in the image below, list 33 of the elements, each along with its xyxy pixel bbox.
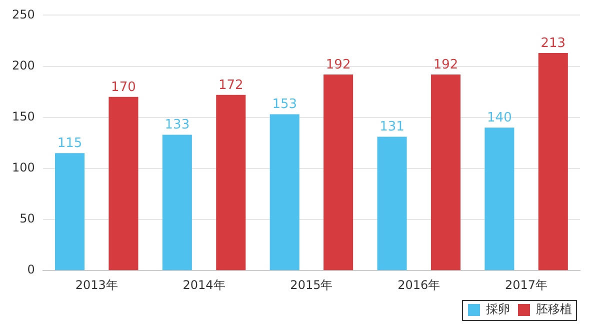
y-tick-label: 0	[27, 262, 35, 277]
data-label: 131	[380, 120, 404, 135]
bar	[162, 134, 192, 270]
x-tick-label: 2014年	[182, 278, 226, 292]
bar	[54, 153, 85, 270]
bar	[108, 96, 138, 270]
bar	[216, 94, 246, 270]
x-tick-label: 2015年	[290, 278, 333, 292]
y-tick-label: 150	[12, 109, 35, 124]
x-tick-label: 2017年	[505, 278, 548, 292]
bar	[270, 114, 300, 270]
data-label: 192	[326, 57, 351, 72]
x-tick-label: 2016年	[398, 278, 440, 292]
data-label: 133	[164, 118, 190, 133]
bar	[430, 74, 460, 270]
data-label: 153	[272, 97, 298, 112]
data-label: 192	[433, 57, 458, 72]
data-label: 115	[57, 136, 82, 151]
y-tick-label: 200	[12, 58, 35, 72]
data-label: 213	[540, 36, 566, 51]
bar	[484, 128, 514, 270]
y-tick-label: 250	[12, 7, 35, 22]
legend-label: 胚移植	[536, 302, 572, 316]
bar	[377, 136, 407, 270]
data-label: 140	[487, 110, 512, 126]
y-tick-label: 100	[12, 160, 35, 175]
data-label: 170	[111, 80, 136, 95]
bar	[324, 74, 354, 270]
x-tick-label: 2013年	[75, 278, 118, 292]
y-tick-label: 50	[20, 212, 35, 226]
data-label: 172	[218, 78, 244, 93]
bar	[538, 53, 568, 270]
legend-label: 採卵	[486, 302, 510, 316]
